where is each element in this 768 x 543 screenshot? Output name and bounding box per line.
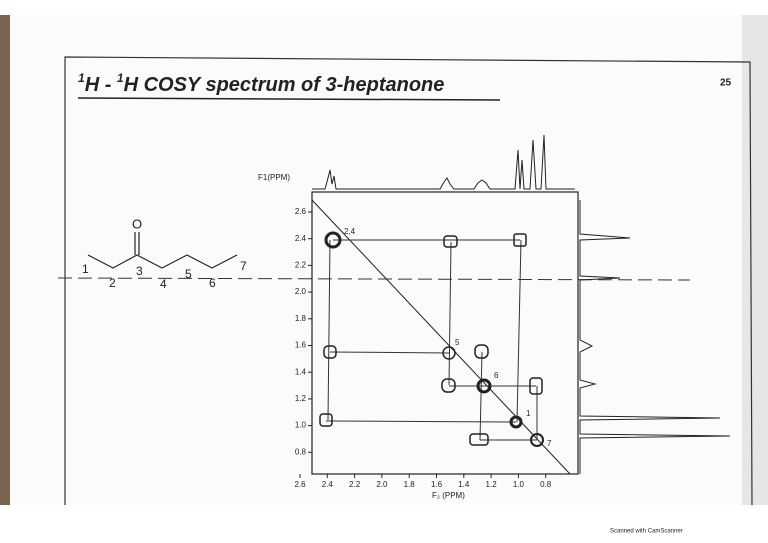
f1-tick-label: 2.6 xyxy=(295,207,307,216)
correlation-lines xyxy=(325,239,538,441)
peak-label: 5 xyxy=(455,338,460,347)
cross-peak xyxy=(441,378,456,393)
f2-tick-label: 2.4 xyxy=(322,480,334,489)
correlation-line xyxy=(479,351,483,441)
f2-axis-label: F₂ (PPM) xyxy=(432,491,465,500)
page-number: 25 xyxy=(720,78,732,89)
f2-tick-label: 2.2 xyxy=(349,480,361,489)
cross-peak xyxy=(323,345,337,359)
diagonal-peak xyxy=(530,433,544,447)
f2-tick-label: 1.0 xyxy=(513,480,525,489)
f2-projection xyxy=(312,134,575,190)
diagonal xyxy=(311,199,571,475)
f2-tick-label: 0.8 xyxy=(540,480,552,489)
f1-tick-label: 1.8 xyxy=(295,314,307,323)
oxygen-label: O xyxy=(132,216,142,231)
correlation-line xyxy=(329,351,450,354)
peak-label: 2,4 xyxy=(344,227,356,236)
scanner-note: Scanned with CamScanner xyxy=(610,529,683,535)
carbon-label: 6 xyxy=(209,276,216,290)
carbon-label: 1 xyxy=(82,262,89,276)
f2-tick-label: 1.8 xyxy=(404,480,416,489)
carbon-chain xyxy=(87,254,238,269)
diagonal-peak xyxy=(442,346,456,360)
peaks xyxy=(319,231,544,447)
diagonal-peak xyxy=(476,378,492,394)
cross-peak xyxy=(529,377,543,395)
f1-tick-label: 1.0 xyxy=(295,421,307,430)
f1-tick-label: 1.4 xyxy=(295,367,307,376)
f2-tick-label: 1.6 xyxy=(431,480,443,489)
f1-axis-label: F1(PPM) xyxy=(258,173,290,182)
page-edge xyxy=(0,15,12,505)
carbon-label: 5 xyxy=(185,267,192,281)
f1-tick-label: 1.6 xyxy=(295,341,307,350)
cross-peak xyxy=(319,413,333,427)
f1-tick-label: 2.4 xyxy=(295,234,307,243)
f1-tick-label: 0.8 xyxy=(295,447,307,456)
plot-frame xyxy=(311,191,579,475)
f2-tick-label: 1.2 xyxy=(486,480,498,489)
f2-tick-label: 1.4 xyxy=(458,480,470,489)
cross-peak xyxy=(469,433,489,446)
cross-peak xyxy=(474,344,489,359)
page-shadow xyxy=(742,15,768,505)
page-frame xyxy=(64,56,753,506)
correlation-line xyxy=(516,239,522,423)
correlation-line xyxy=(325,420,517,423)
carbon-label: 2 xyxy=(109,276,116,290)
title-text: H COSY spectrum of 3-heptanone xyxy=(124,74,445,96)
carbon-label: 3 xyxy=(136,264,143,278)
diagonal-peak xyxy=(509,415,523,429)
correlation-line xyxy=(448,241,452,386)
carbon-label: 4 xyxy=(160,277,167,291)
title-text: H - xyxy=(85,74,117,96)
spectrum: F1(PPM) F₂ (PPM) xyxy=(258,134,731,500)
diagonal-peak xyxy=(324,231,342,249)
peak-label: 6 xyxy=(494,371,499,380)
peak-label: 7 xyxy=(547,439,552,448)
f2-tick-label: 2.6 xyxy=(294,480,306,489)
title-sup: 1 xyxy=(117,71,124,85)
carbon-label: 7 xyxy=(240,259,247,273)
f1-tick-label: 1.2 xyxy=(295,394,307,403)
molecule: O xyxy=(87,216,238,269)
f2-tick-label: 2.0 xyxy=(376,480,388,489)
title-underline xyxy=(77,97,501,101)
paper xyxy=(10,15,745,505)
title-sup: 1 xyxy=(78,71,85,85)
f1-projection xyxy=(579,200,731,474)
cross-peak xyxy=(513,233,527,247)
cross-peak xyxy=(443,235,458,248)
f1-tick-label: 2.2 xyxy=(295,261,307,270)
correlation-line xyxy=(327,239,331,421)
peak-label: 1 xyxy=(526,409,531,418)
title: 1H - 1H COSY spectrum of 3-heptanone xyxy=(78,71,444,96)
f1-tick-label: 2.0 xyxy=(295,287,307,296)
